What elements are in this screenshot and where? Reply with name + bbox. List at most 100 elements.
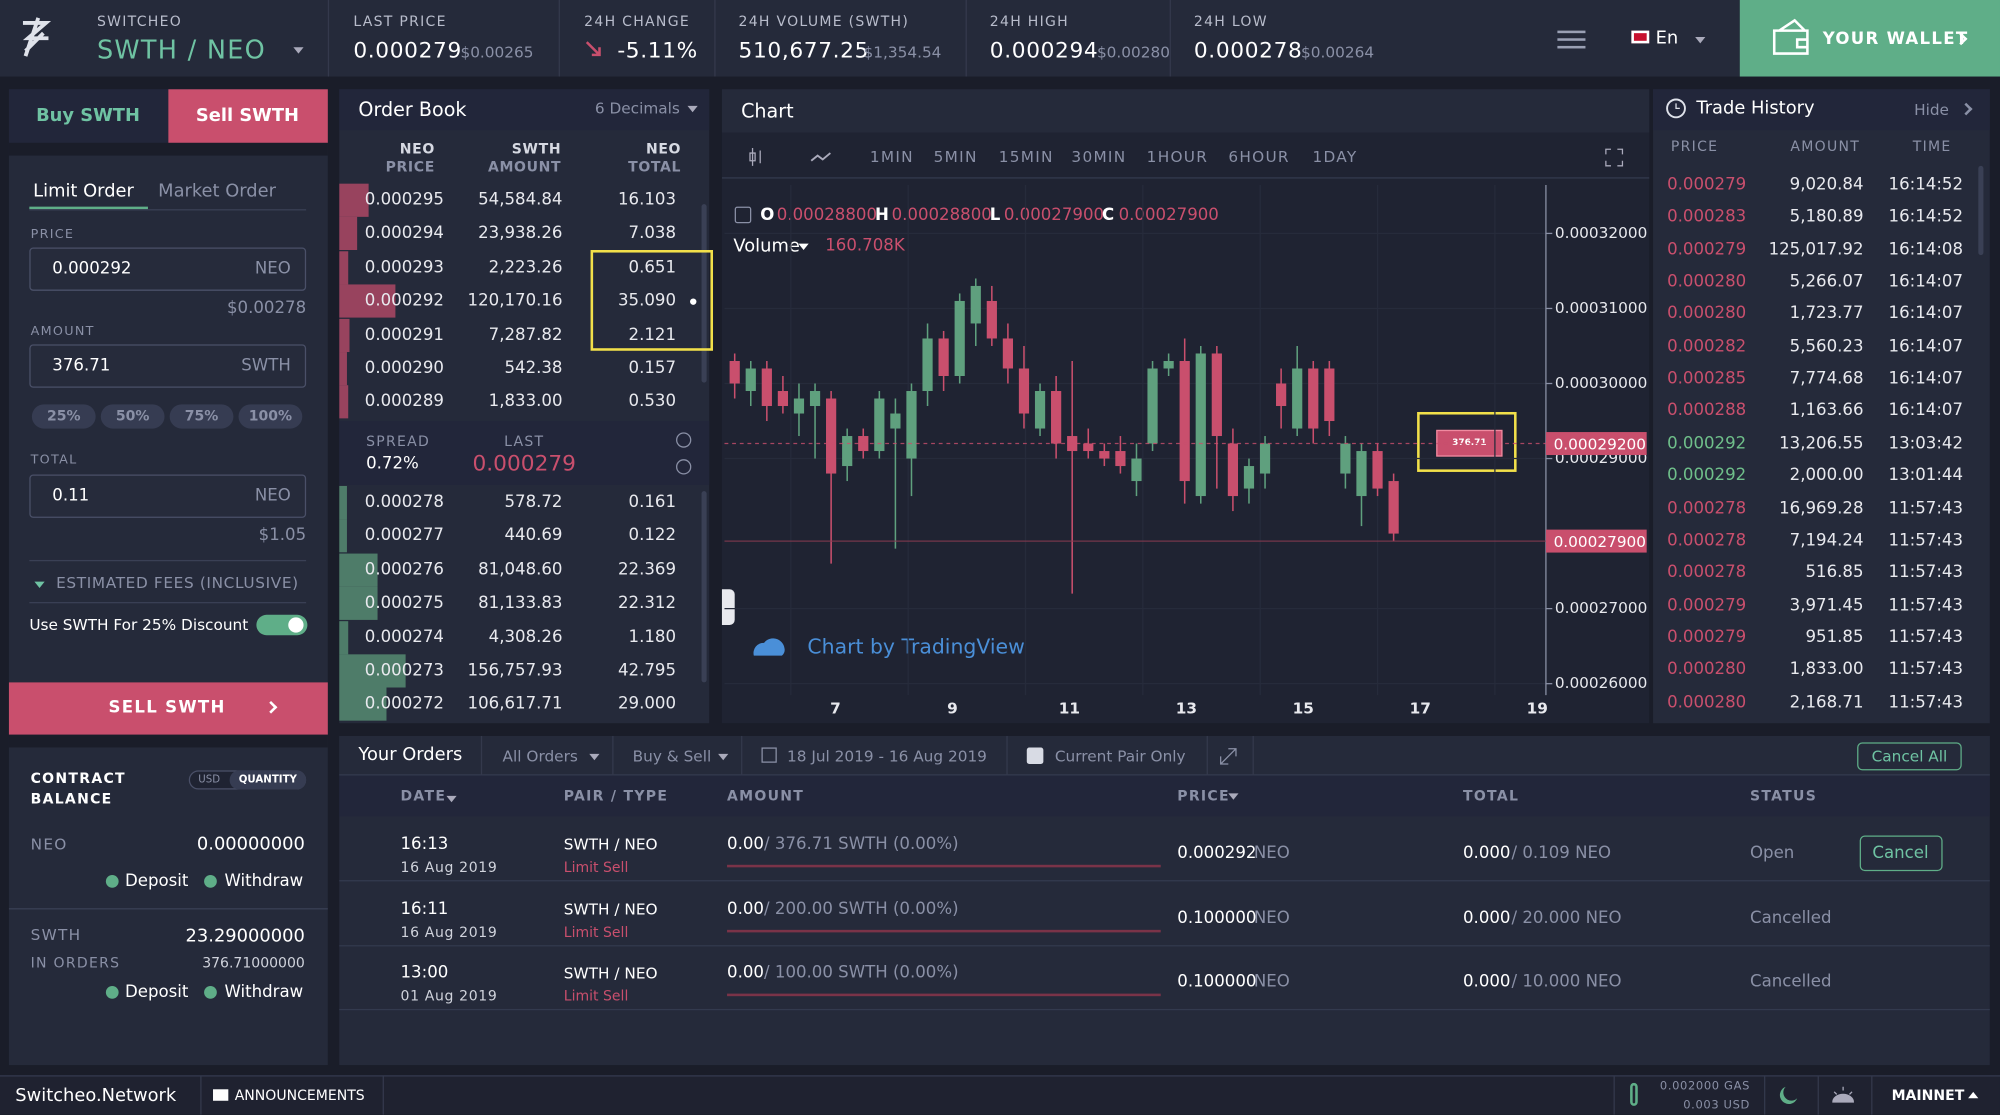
label[interactable]: Buy & Sell [632,747,712,766]
row-divider [339,944,1990,946]
label: SWTH / NEO [96,34,266,66]
label[interactable]: 1MIN [869,147,914,166]
label: 11:57:43 [1888,692,1964,712]
label: 24H CHANGE [584,13,690,30]
label: NEO [30,835,68,854]
divider [8,908,328,910]
order-dot [690,298,697,305]
label: $0.00278 [227,299,307,319]
label: 0.100000 [1177,908,1257,928]
icon-circle [204,874,217,888]
label[interactable]: 15MIN [998,147,1054,166]
scroll-icon[interactable] [676,432,692,448]
label: 2,000.00 [1789,466,1864,486]
depth-bar [339,553,378,587]
label[interactable]: 5MIN [933,147,978,166]
label: SPREAD [366,433,431,450]
label: 42.795 [617,661,677,681]
sell-button[interactable] [8,682,328,735]
checkbox[interactable] [734,206,752,224]
label: 542.38 [504,359,563,379]
label: L [989,205,1001,226]
collapse-handle[interactable] [721,589,735,625]
label[interactable]: Market Order [158,181,276,202]
label: 578.72 [504,492,563,513]
label: 16:14:52 [1888,207,1964,227]
separator [965,0,967,77]
label[interactable]: Hide [1914,100,1949,119]
label: H [874,205,889,226]
cancel-button[interactable] [1859,835,1943,872]
flag [1631,30,1650,44]
label: 0.000289 [364,392,444,412]
label[interactable]: Limit Order [33,181,134,202]
label: 7,194.24 [1789,531,1864,551]
label: Limit Sell [563,859,629,876]
label: Limit Sell [563,923,629,941]
separator [714,0,716,77]
label: 0.000292 [1667,434,1747,454]
percent-button[interactable] [169,404,234,429]
label: 81,133.83 [478,593,563,614]
input[interactable] [29,247,307,291]
label: 0.003 USD [1683,1099,1750,1113]
checkbox[interactable] [1026,747,1044,765]
label: SWTH [30,926,82,944]
label[interactable]: Withdraw [224,982,304,1002]
label[interactable]: Withdraw [224,871,304,891]
table-header [339,775,1990,817]
label: 156,757.93 [467,661,563,681]
label: 0.000 [1463,843,1511,863]
label[interactable]: Volume [733,235,800,257]
label[interactable]: Cancel [1872,843,1929,863]
label: NEO [1253,972,1290,992]
cancel-all-button[interactable] [1857,742,1962,771]
label: 0.000278 [364,492,444,513]
label: 1.180 [628,627,677,647]
label: 0.00 [727,963,764,984]
label: 13:00 [400,963,449,984]
label: Chart [741,99,794,123]
label: 2,168.71 [1789,692,1864,712]
label: Buy SWTH [36,105,140,127]
buy-tab[interactable] [8,89,169,143]
label: 0.000282 [1667,337,1747,357]
input[interactable] [29,344,307,388]
label[interactable]: 6HOUR [1228,147,1290,166]
input[interactable] [29,474,307,518]
label[interactable]: MAINNET [1891,1087,1965,1104]
sell-tab[interactable] [168,89,328,143]
label[interactable]: Switcheo.Network [15,1085,177,1106]
depth-bar [339,217,357,251]
label[interactable]: ANNOUNCEMENTS [234,1087,365,1104]
label[interactable]: 30MIN [1071,147,1127,166]
label[interactable]: Deposit [124,982,189,1002]
thermometer-icon [1630,1082,1638,1106]
scroll-icon[interactable] [676,459,692,475]
label[interactable]: All Orders [502,747,578,766]
label: AMOUNT [727,787,805,805]
label: 16 Aug 2019 [400,859,498,876]
label: 440.69 [504,526,563,546]
percent-button[interactable] [100,404,165,429]
percent-button[interactable] [31,404,96,429]
label[interactable]: 1HOUR [1146,147,1209,166]
percent-button[interactable] [238,404,303,429]
label: 0.000280 [1667,272,1747,292]
label[interactable]: 18 Jul 2019 - 16 Aug 2019 [786,747,987,766]
label[interactable]: ESTIMATED FEES (INCLUSIVE) [56,573,299,592]
label[interactable]: Cancel All [1871,747,1948,766]
label[interactable]: Current Pair Only [1054,747,1186,766]
label[interactable]: 6 Decimals [594,99,680,118]
label[interactable]: En [1655,28,1679,49]
highlight [1417,411,1517,472]
label[interactable]: 1DAY [1312,147,1358,166]
menu-icon [1557,30,1586,33]
label[interactable]: Deposit [124,871,189,891]
label[interactable]: YOUR WALLET [1822,29,1969,50]
label: PRICE [1177,787,1230,805]
label: 25% [46,407,81,425]
label: 0.000273 [364,661,444,681]
calendar-icon [761,747,777,763]
